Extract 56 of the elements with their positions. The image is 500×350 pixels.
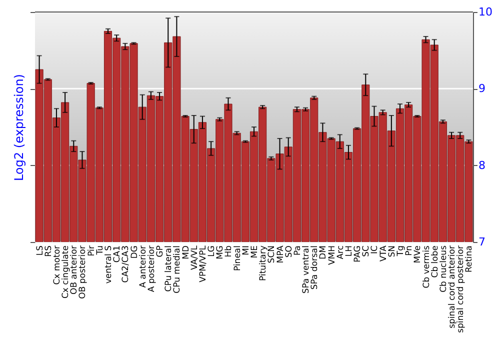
x-tick-label: ME bbox=[250, 246, 260, 258]
y-tick-label: 8 bbox=[478, 158, 486, 172]
x-tick-label: spinal cord anterior bbox=[448, 245, 458, 328]
y-tick-label: 9 bbox=[478, 82, 486, 96]
x-tick-label: LH bbox=[344, 246, 354, 257]
x-tick-label: SPa dorsal bbox=[310, 246, 320, 290]
y-tick-label: 7 bbox=[478, 236, 486, 248]
x-tick-label: Cb nucleus bbox=[438, 244, 449, 292]
x-tick-label: CPu lateral bbox=[164, 246, 174, 292]
x-tick-label: VTA bbox=[378, 245, 389, 262]
x-tick-label: Cx cingulate bbox=[61, 246, 72, 299]
x-tick-label: Pir bbox=[86, 244, 97, 256]
x-tick-label: SCN bbox=[267, 246, 278, 264]
y-axis-title: Log2 (expression) bbox=[12, 74, 26, 181]
x-tick-label: MPA bbox=[276, 245, 286, 264]
x-tick-label: MVe bbox=[413, 246, 424, 264]
x-tick-label: LS bbox=[35, 246, 46, 256]
x-tick-label: Pineal bbox=[232, 246, 243, 271]
x-tick-label: Cb lobe bbox=[430, 246, 440, 278]
x-tick-label: CA1 bbox=[112, 246, 123, 263]
x-tick-label: VPM/VPL bbox=[198, 245, 208, 282]
x-tick-label: Tg bbox=[396, 246, 406, 258]
x-tick-label: Tu bbox=[95, 246, 106, 256]
x-tick-label: SPa ventral bbox=[302, 246, 312, 294]
x-tick-label: Pn bbox=[404, 246, 415, 256]
x-tick-label: Retina bbox=[464, 246, 475, 273]
x-tick-label: Cx motor bbox=[52, 245, 62, 285]
x-tick-label: spinal cord posterior bbox=[456, 245, 466, 333]
x-tick-label: SN bbox=[387, 246, 398, 258]
x-tick-label: MG bbox=[216, 246, 226, 260]
x-tick-label: GP bbox=[156, 246, 166, 258]
x-tick-label: Hb bbox=[224, 246, 234, 258]
x-tick-label: Pa bbox=[292, 246, 303, 256]
x-tick-label: VA/VL bbox=[190, 245, 200, 270]
x-tick-label: A anterior bbox=[138, 245, 148, 288]
x-tick-label: VMH bbox=[327, 246, 338, 266]
x-tick-label: DG bbox=[130, 246, 140, 259]
x-tick-label: OB posterior bbox=[78, 245, 88, 299]
x-tick-label: Arc bbox=[336, 245, 346, 260]
x-tick-label: Pituitary bbox=[258, 246, 269, 281]
x-tick-label: OB anterior bbox=[70, 245, 80, 294]
x-tick-label: CA2/CA3 bbox=[121, 246, 132, 283]
y-tick-label: 10 bbox=[478, 6, 492, 18]
x-tick-label: RS bbox=[44, 246, 54, 257]
x-tick-label: DM bbox=[318, 246, 329, 260]
x-tick-label: A posterior bbox=[146, 244, 157, 292]
x-tick-label: SC bbox=[362, 245, 372, 257]
x-tick-label: MD bbox=[181, 245, 192, 260]
x-tick-label: CPu medial bbox=[172, 246, 183, 294]
x-tick-label: SO bbox=[284, 245, 294, 258]
x-tick-label: PAG bbox=[353, 246, 364, 262]
x-tick-label: Cb vermis bbox=[422, 244, 432, 288]
x-tick-label: MI bbox=[241, 246, 252, 256]
x-tick-label: LG bbox=[207, 246, 218, 257]
x-tick-label: ventral S bbox=[104, 246, 114, 284]
x-tick-label: IC bbox=[370, 245, 380, 254]
